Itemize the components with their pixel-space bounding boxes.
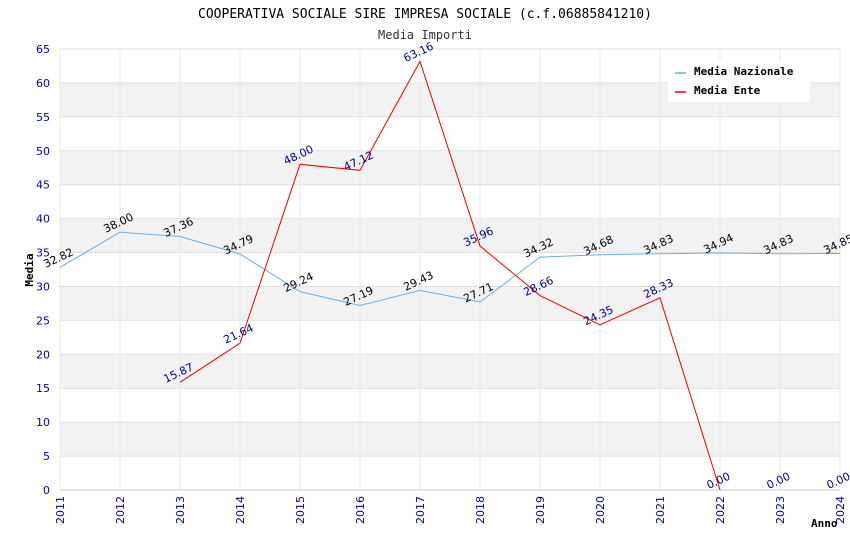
x-tick-label: 2016	[354, 496, 367, 524]
data-label: 63.16	[401, 40, 435, 65]
x-tick-label: 2018	[474, 496, 487, 524]
x-tick-label: 2023	[774, 496, 787, 524]
y-tick-label: 40	[36, 213, 50, 226]
x-tick-label: 2011	[54, 496, 67, 524]
y-axis-label: Media	[23, 253, 36, 286]
series-line-media-ente	[179, 60, 721, 491]
x-tick-label: 2012	[114, 496, 127, 524]
series-group	[59, 60, 841, 491]
x-tick-label: 2020	[594, 496, 607, 524]
x-tick-label: 2024	[834, 496, 847, 524]
y-tick-label: 35	[36, 247, 50, 260]
x-tick-label: 2013	[174, 496, 187, 524]
grid-band	[60, 150, 840, 185]
x-tick-label: 2017	[414, 496, 427, 524]
y-tick-label: 50	[36, 145, 50, 158]
x-tick-label: 2022	[714, 496, 727, 524]
data-label: 0.00	[705, 470, 733, 492]
y-tick-label: 0	[43, 484, 50, 497]
legend-label-media-nazionale: Media Nazionale	[694, 65, 794, 78]
y-tick-label: 65	[36, 43, 50, 56]
grid-band	[60, 286, 840, 321]
grid-bands	[60, 82, 840, 457]
y-tick-label: 20	[36, 348, 50, 361]
data-label: 21.64	[221, 321, 255, 346]
legend: Media Nazionale Media Ente	[668, 62, 810, 102]
legend-box	[668, 62, 810, 102]
grid-band	[60, 354, 840, 389]
grid-band	[60, 218, 840, 253]
y-tick-label: 30	[36, 280, 50, 293]
data-label: 0.00	[825, 470, 850, 492]
x-axis-ticks: 2011 2012 2013 2014 2015 2016 2017 2018 2019 2020…	[54, 496, 847, 524]
x-tick-label: 2014	[234, 496, 247, 524]
series-line-media-nazionale	[59, 231, 841, 307]
grid-band	[60, 422, 840, 457]
y-axis-ticks: 0 5 10 15 20 25 30 35 40 45 50 55 60 65	[36, 43, 50, 497]
x-tick-label: 2021	[654, 496, 667, 524]
chart-subtitle: Media Importi	[378, 28, 472, 42]
y-tick-label: 10	[36, 416, 50, 429]
y-tick-label: 45	[36, 179, 50, 192]
x-axis-label: Anno	[811, 517, 838, 530]
x-tick-label: 2019	[534, 496, 547, 524]
y-tick-label: 60	[36, 77, 50, 90]
y-tick-label: 5	[43, 450, 50, 463]
chart-title: COOPERATIVA SOCIALE SIRE IMPRESA SOCIALE…	[198, 7, 652, 22]
y-tick-label: 15	[36, 382, 50, 395]
y-tick-label: 25	[36, 314, 50, 327]
legend-label-media-ente: Media Ente	[694, 84, 761, 97]
data-label: 0.00	[765, 470, 793, 492]
x-tick-label: 2015	[294, 496, 307, 524]
y-tick-label: 55	[36, 111, 50, 124]
